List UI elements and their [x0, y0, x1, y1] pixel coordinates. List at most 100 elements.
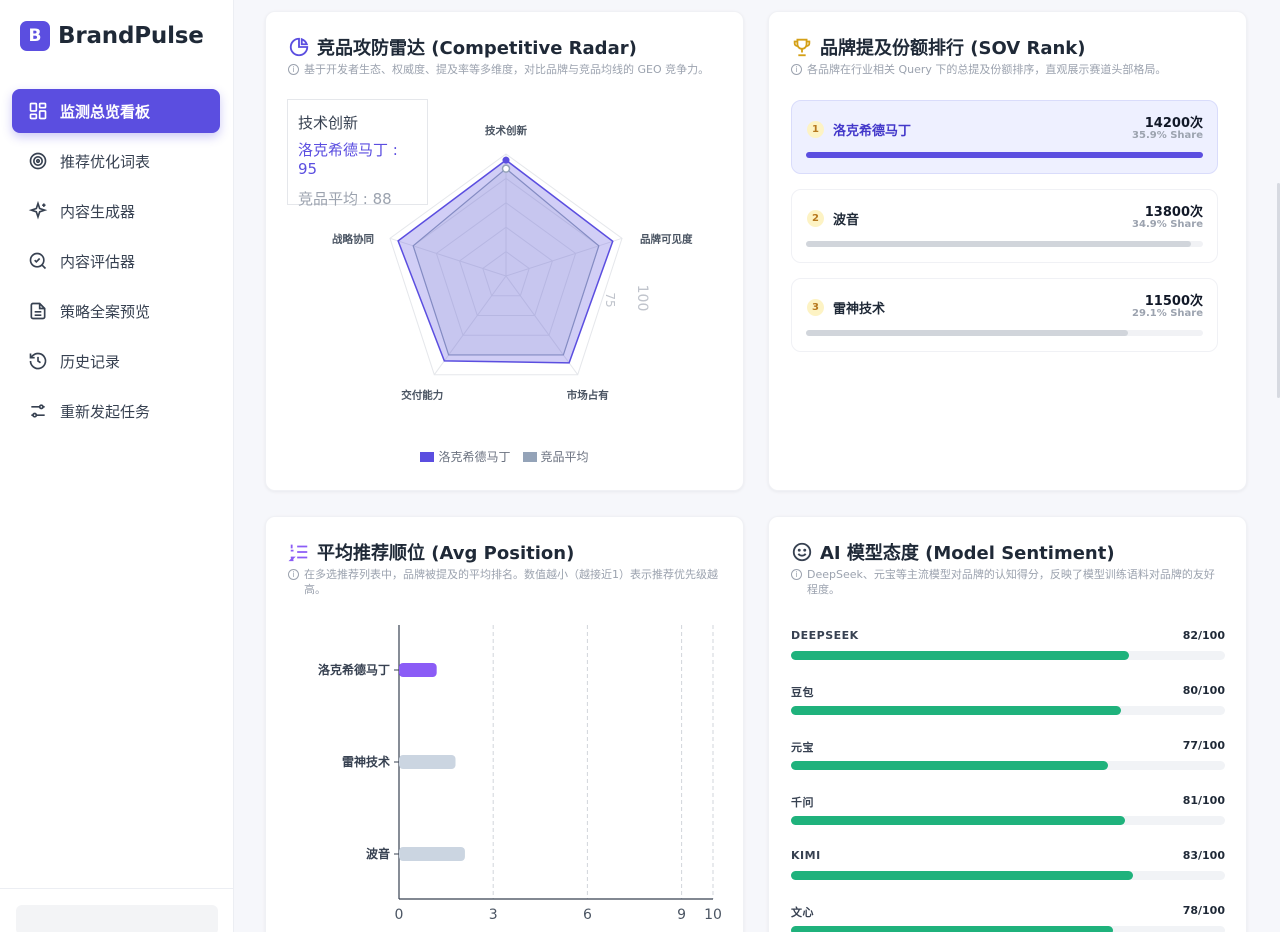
radar-indicator-label: 战略协同 [332, 232, 374, 245]
brand-logo: B [20, 21, 50, 51]
sentiment-title-text: AI 模型态度 (Model Sentiment) [820, 543, 1115, 564]
sov-count: 11500次 [1144, 294, 1203, 309]
radar-series-average [412, 167, 600, 356]
model-score: 80/100 [1182, 684, 1225, 697]
sov-bar-fill [806, 241, 1192, 247]
sov-share: 29.1% Share [1132, 308, 1203, 319]
sov-rank-badge: 3 [807, 299, 824, 316]
sentiment-bar-track [791, 706, 1225, 715]
info-icon: i [288, 64, 299, 75]
sov-bar-fill [806, 330, 1128, 336]
model-score: 77/100 [1182, 739, 1225, 752]
radar-tick-label: 75 [603, 292, 617, 307]
sparkles-icon [28, 201, 48, 221]
bar-mark[interactable] [399, 847, 465, 861]
sentiment-bar-fill [791, 651, 1130, 660]
info-icon: i [791, 569, 802, 580]
history-icon [28, 351, 48, 371]
model-score: 82/100 [1182, 629, 1225, 642]
sidebar-item-label: 内容生成器 [60, 202, 136, 221]
radar-grid-ring [482, 250, 530, 297]
tooltip-brand-value: 洛克希德马丁 : 95 [298, 141, 398, 178]
bar-x-tick-label: 9 [677, 907, 686, 923]
bar-mark[interactable] [399, 663, 437, 677]
radar-card-title: 竞品攻防雷达 (Competitive Radar) [288, 34, 637, 60]
sov-bar-fill [806, 152, 1203, 158]
sidebar-item-1[interactable]: 监测总览看板 [12, 89, 220, 133]
sidebar-item-label: 策略全案预览 [60, 302, 151, 321]
smile-icon [792, 542, 812, 562]
sidebar: B BrandPulse 监测总览看板 推荐优化词表内容生成器内容评估器策略全案预… [0, 0, 234, 932]
radar-series-brand [397, 159, 614, 364]
sov-card-title: 品牌提及份额排行 (SOV Rank) [791, 34, 1086, 60]
sidebar-item-6[interactable]: 历史记录 [12, 339, 220, 383]
trophy-icon [793, 38, 811, 57]
bar-x-tick-label: 6 [583, 907, 592, 923]
sidebar-item-label: 内容评估器 [60, 252, 136, 271]
brand[interactable]: B BrandPulse [20, 21, 204, 51]
radar-grid-ring [389, 153, 623, 376]
model-name: 文心 [791, 906, 814, 919]
radar-card: 竞品攻防雷达 (Competitive Radar) i 基于开发者生态、权威度、… [265, 11, 744, 491]
pie-chart-icon [289, 37, 309, 57]
sentiment-bar-fill [791, 926, 1113, 932]
sentiment-desc: i DeepSeek、元宝等主流模型对品牌的认知得分，反映了模型训练语料对品牌的友… [791, 567, 1224, 597]
sidebar-item-label: 历史记录 [60, 352, 121, 371]
sov-share: 34.9% Share [1132, 219, 1203, 230]
avg-position-title-text: 平均推荐顺位 (Avg Position) [317, 543, 575, 564]
sidebar-item-label: 重新发起任务 [60, 402, 151, 421]
bar-mark[interactable] [399, 755, 456, 769]
sentiment-bar-fill [791, 761, 1109, 770]
model-score: 78/100 [1182, 904, 1225, 917]
sentiment-bar-track [791, 761, 1225, 770]
sov-count: 13800次 [1144, 205, 1203, 220]
sidebar-item-3[interactable]: 内容生成器 [12, 189, 220, 233]
sidebar-item-4[interactable]: 内容评估器 [12, 239, 220, 283]
radar-tooltip: 技术创新 洛克希德马丁 : 95 竞品平均 : 88 [287, 99, 428, 208]
radar-point-average[interactable] [501, 164, 511, 173]
radar-point-brand[interactable] [502, 156, 510, 164]
page-scrollbar[interactable] [1277, 183, 1280, 398]
avg-position-card: 平均推荐顺位 (Avg Position) i 在多选推荐列表中，品牌被提及的平均… [265, 516, 744, 932]
legend-item-average[interactable]: 竞品平均 [522, 448, 589, 465]
sidebar-item-7[interactable]: 重新发起任务 [12, 389, 220, 433]
sentiment-bar-fill [791, 871, 1134, 880]
sentiment-bar-track [791, 926, 1225, 932]
sentiment-bar-fill [791, 816, 1125, 825]
bar-category-label: 雷神技术 [342, 754, 390, 769]
legend-label: 竞品平均 [540, 450, 589, 464]
sentiment-card-title: AI 模型态度 (Model Sentiment) [791, 539, 1115, 565]
sov-title-text: 品牌提及份额排行 (SOV Rank) [820, 38, 1086, 59]
radar-axis-line [433, 275, 507, 375]
radar-desc: i 基于开发者生态、权威度、提及率等多维度，对比品牌与竞品均线的 GEO 竞争力。 [288, 62, 721, 77]
radar-legend: 洛克希德马丁 竞品平均 [266, 448, 743, 465]
sov-count: 14200次 [1144, 116, 1203, 131]
sidebar-item-5[interactable]: 策略全案预览 [12, 289, 220, 333]
sov-item[interactable]: 2 波音 13800次 34.9% Share [791, 189, 1218, 263]
radar-indicator-label: 品牌可见度 [640, 232, 693, 245]
user-profile[interactable] [16, 905, 218, 932]
sov-share: 35.9% Share [1132, 130, 1203, 141]
tooltip-avg-value: 竞品平均 : 88 [298, 190, 392, 208]
sidebar-item-2[interactable]: 推荐优化词表 [12, 139, 220, 183]
radar-grid-ring [459, 226, 553, 316]
bar-x-tick-label: 0 [395, 907, 404, 923]
model-name: KIMI [791, 849, 821, 862]
legend-item-brand[interactable]: 洛克希德马丁 [420, 448, 511, 465]
radar-indicator-label: 技术创新 [485, 124, 527, 137]
model-name: 千问 [791, 796, 814, 809]
sov-item[interactable]: 1 洛克希德马丁 14200次 35.9% Share [791, 100, 1218, 174]
radar-indicator-label: 市场占有 [567, 389, 609, 402]
avg-position-card-title: 平均推荐顺位 (Avg Position) [288, 539, 574, 565]
sidebar-footer [0, 888, 233, 932]
sov-desc: i 各品牌在行业相关 Query 下的总提及份额排序，直观展示赛道头部格局。 [791, 62, 1224, 77]
radar-title-text: 竞品攻防雷达 (Competitive Radar) [317, 38, 637, 59]
brand-name: BrandPulse [58, 23, 204, 49]
sov-bar-track [806, 241, 1203, 247]
sov-brand-name: 洛克希德马丁 [833, 124, 912, 139]
sov-item[interactable]: 3 雷神技术 11500次 29.1% Share [791, 278, 1218, 352]
model-name: 豆包 [791, 686, 814, 699]
bar-x-tick-label: 3 [489, 907, 498, 923]
